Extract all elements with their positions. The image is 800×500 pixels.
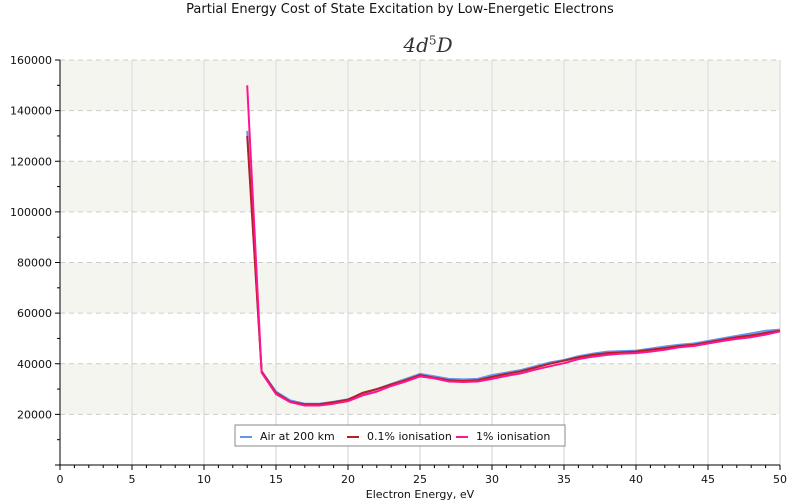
x-tick-label: 20 (341, 473, 355, 486)
x-tick-label: 10 (197, 473, 211, 486)
legend-label-1[interactable]: Air at 200 km (260, 430, 335, 443)
subtitle-superscript: 5 (428, 33, 437, 48)
y-tick-label: 60000 (17, 307, 52, 320)
y-tick-label: 140000 (10, 105, 52, 118)
legend-label-2[interactable]: 0.1% ionisation (367, 430, 452, 443)
y-tick-label: 20000 (17, 408, 52, 421)
grid-lines (60, 59, 781, 465)
legend[interactable]: Air at 200 km 0.1% ionisation 1% ionisatio… (234, 424, 566, 447)
x-tick-label: 25 (413, 473, 427, 486)
y-tick-label: 160000 (10, 54, 52, 67)
y-tick-label: 120000 (10, 155, 52, 168)
chart-subtitle: 4d5D (0, 33, 800, 57)
axes: 20000 40000 60000 80000 100000 120000 140000 16… (10, 54, 787, 500)
legend-box (234, 424, 566, 447)
x-tick-label: 35 (557, 473, 571, 486)
y-tick-label: 80000 (17, 257, 52, 270)
series-line-3 (246, 85, 781, 407)
x-tick-label: 30 (485, 473, 499, 486)
y-tick-label: 40000 (17, 358, 52, 371)
subtitle-base: 4d (403, 33, 429, 57)
x-tick-label: 15 (269, 473, 283, 486)
y-tick-label: 100000 (10, 206, 52, 219)
x-tick-label: 45 (701, 473, 715, 486)
series-layer (246, 85, 781, 407)
x-tick-label: 40 (629, 473, 643, 486)
x-tick-label: 50 (773, 473, 787, 486)
chart-title: Partial Energy Cost of State Excitation … (186, 2, 614, 17)
x-tick-label: 5 (129, 473, 136, 486)
x-axis-label: Electron Energy, eV (366, 488, 475, 500)
legend-label-3[interactable]: 1% ionisation (476, 430, 550, 443)
subtitle-tail: D (436, 33, 453, 57)
series-line-2 (246, 135, 781, 406)
x-tick-label: 0 (57, 473, 64, 486)
